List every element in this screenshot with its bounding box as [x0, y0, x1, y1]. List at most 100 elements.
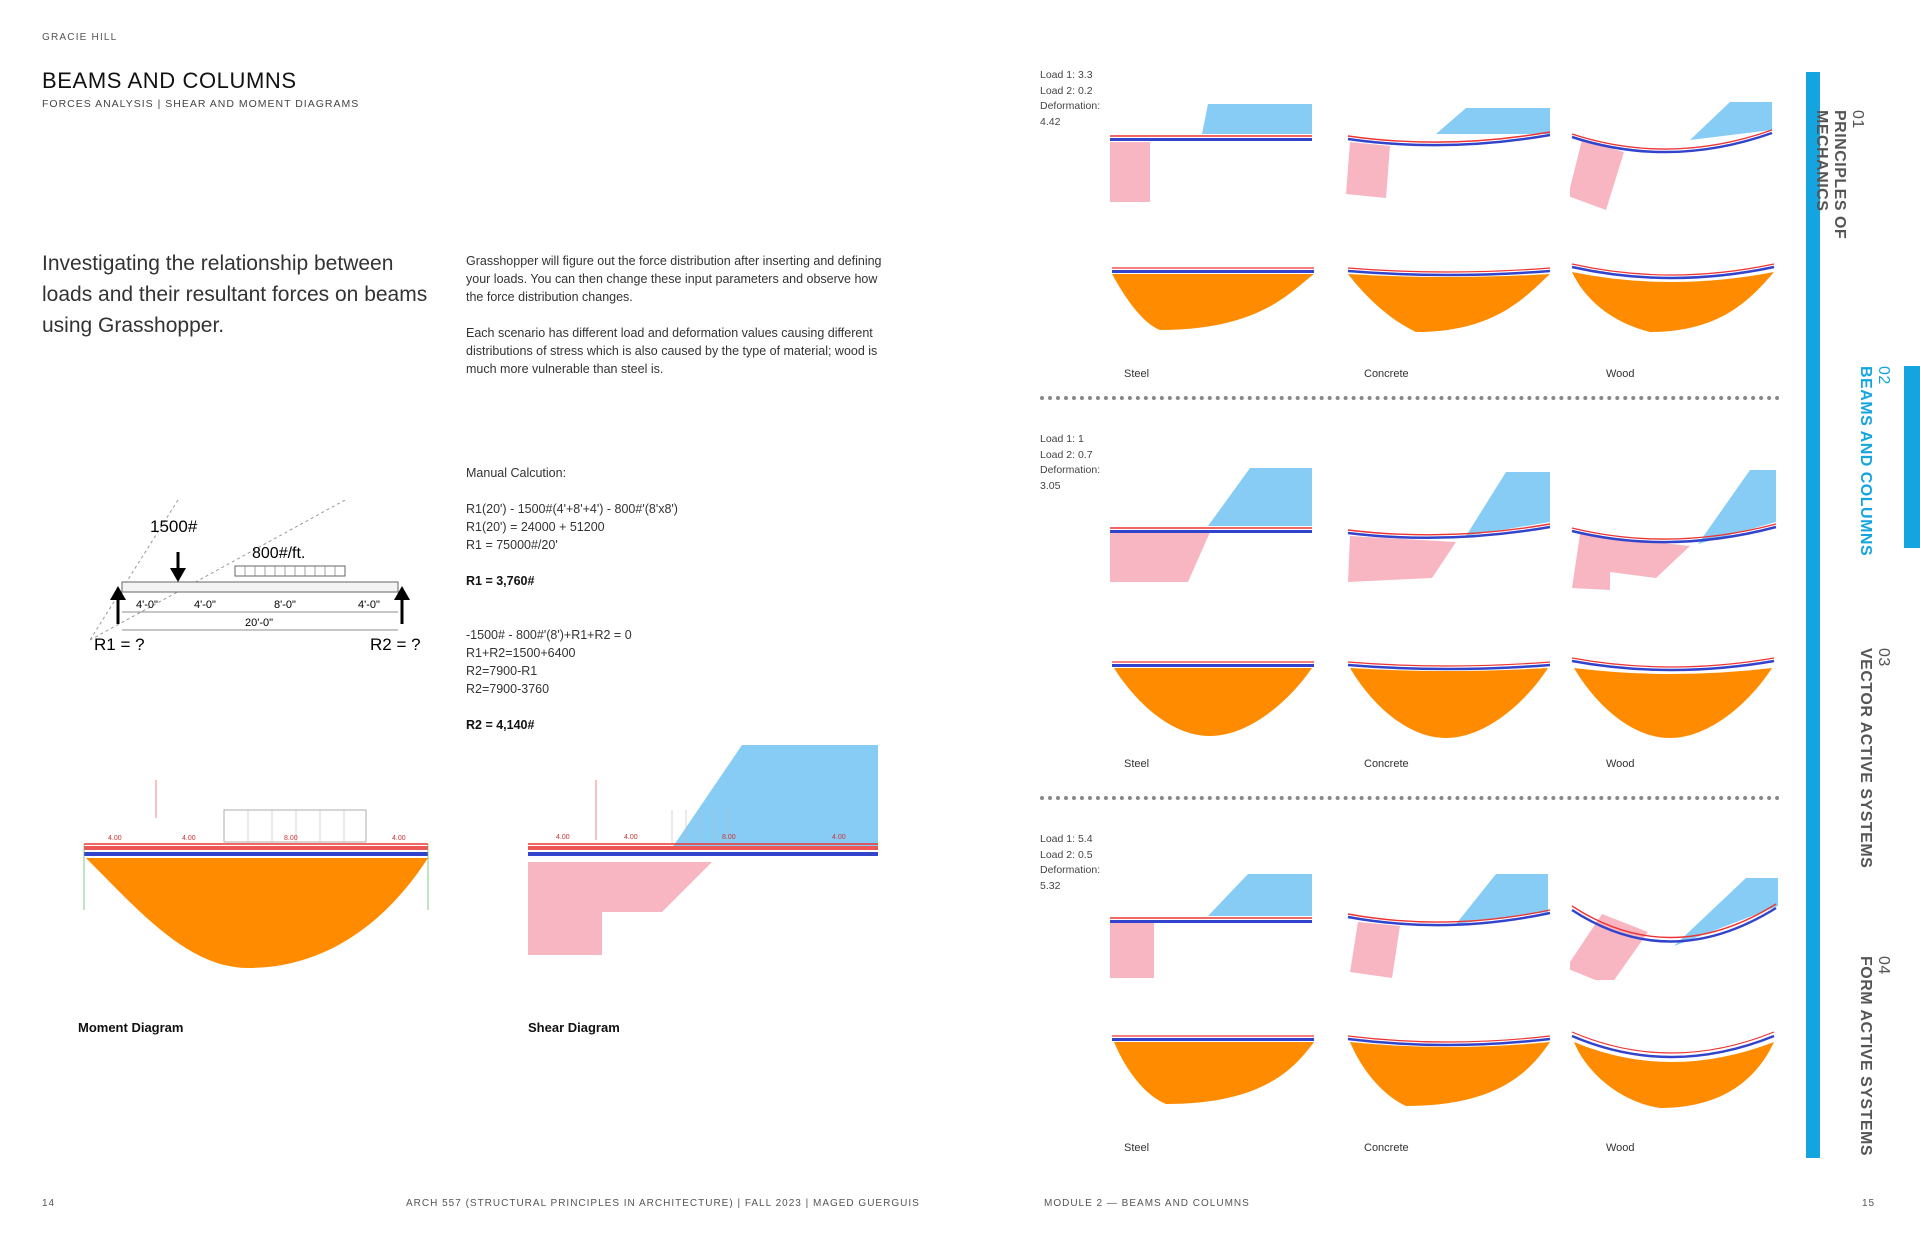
- material-label: Wood: [1606, 1142, 1635, 1154]
- sidebar-item-principles-of-mechanics[interactable]: 01 PRINCIPLES OF MECHANICS: [1813, 110, 1866, 330]
- distributed-load-label: 800#/ft.: [252, 545, 305, 562]
- reaction-r2-label: R2 = ?: [370, 635, 421, 654]
- point-load-label: 1500#: [150, 517, 198, 536]
- calc-line: R2=7900-R1: [466, 664, 538, 678]
- sidebar-item-number: 01: [1849, 110, 1866, 129]
- shear-thumb-steel: [1110, 468, 1312, 582]
- scenario-value: 5.32: [1040, 879, 1061, 892]
- sidebar-item-form-active-systems[interactable]: 04 FORM ACTIVE SYSTEMS: [1852, 956, 1892, 1176]
- section-divider: [1040, 396, 1780, 400]
- sidebar-item-label: VECTOR ACTIVE SYSTEMS: [1857, 648, 1874, 869]
- moment-thumb-wood: [1571, 263, 1775, 332]
- segment-label: 4.00: [832, 834, 846, 841]
- page-subtitle: FORCES ANALYSIS | SHEAR AND MOMENT DIAGR…: [42, 98, 360, 110]
- material-label: Steel: [1124, 1142, 1150, 1154]
- span-label: 4'-0": [136, 599, 158, 611]
- moment-thumb-concrete: [1347, 661, 1551, 738]
- segment-label: 4.00: [556, 834, 570, 841]
- sidebar-item-vector-active-systems[interactable]: 03 VECTOR ACTIVE SYSTEMS: [1852, 648, 1892, 888]
- left-footer-text: ARCH 557 (STRUCTURAL PRINCIPLES IN ARCHI…: [406, 1198, 920, 1209]
- shear-diagram-label: Shear Diagram: [528, 1020, 620, 1035]
- material-label: Steel: [1124, 758, 1150, 770]
- body-paragraph-1: Grasshopper will figure out the force di…: [466, 254, 882, 304]
- moment-thumb-steel: [1112, 267, 1314, 330]
- total-span-label: 20'-0": [245, 617, 273, 629]
- sidebar-active-marker: [1904, 366, 1920, 548]
- segment-label: 8.00: [284, 835, 298, 842]
- scenario-value: 3.05: [1040, 479, 1061, 492]
- beam-load-diagram: 1500# 800#/ft. 4'-0" 4'-0" 8'-0" 4'-0" 2…: [90, 500, 421, 654]
- scenario-value: Load 2: 0.2: [1040, 84, 1093, 97]
- span-label: 4'-0": [194, 599, 216, 611]
- moment-thumb-steel: [1112, 661, 1314, 736]
- scenario-2-info: Load 1: 1 Load 2: 0.7 Deformation: 3.05: [1040, 432, 1100, 494]
- sidebar-item-number: 04: [1875, 956, 1892, 975]
- scenario-value: Deformation:: [1040, 864, 1101, 876]
- calc-line: -1500# - 800#'(8')+R1+R2 = 0: [466, 628, 632, 642]
- calc-line: R1+R2=1500+6400: [466, 646, 576, 660]
- sidebar-item-label: FORM ACTIVE SYSTEMS: [1857, 956, 1874, 1157]
- scenario-value: 4.42: [1040, 115, 1061, 128]
- sidebar-item-number: 03: [1875, 648, 1892, 667]
- section-divider: [1040, 796, 1780, 800]
- moment-thumb-wood: [1571, 657, 1775, 738]
- sidebar-item-label: BEAMS AND COLUMNS: [1857, 366, 1874, 557]
- shear-thumb-concrete: [1346, 108, 1551, 198]
- calc-line: R1(20') - 1500#(4'+8'+4') - 800#'(8'x8'): [466, 502, 678, 516]
- calc-result-r2: R2 = 4,140#: [466, 718, 535, 732]
- calc-heading: Manual Calcution:: [466, 466, 567, 480]
- reaction-r1-label: R1 = ?: [94, 635, 145, 654]
- scenario-value: Deformation:: [1040, 464, 1101, 476]
- scenario-value: Load 1: 1: [1040, 433, 1084, 445]
- sidebar-item-beams-and-columns[interactable]: 02 BEAMS AND COLUMNS: [1852, 366, 1892, 576]
- author-name: GRACIE HILL: [42, 32, 118, 43]
- material-label: Wood: [1606, 368, 1635, 380]
- material-label: Concrete: [1364, 368, 1409, 380]
- shear-thumb-wood: [1570, 878, 1778, 980]
- scenario-value: Load 2: 0.5: [1040, 848, 1093, 861]
- shear-thumb-steel: [1110, 874, 1312, 978]
- scenario-value: Load 1: 3.3: [1040, 69, 1093, 81]
- material-label: Steel: [1124, 368, 1150, 380]
- scenario-value: Load 1: 5.4: [1040, 833, 1093, 845]
- material-label: Concrete: [1364, 1142, 1409, 1154]
- calc-line: R2=7900-3760: [466, 682, 550, 696]
- segment-label: 4.00: [392, 835, 406, 842]
- page-title: BEAMS AND COLUMNS: [42, 68, 297, 93]
- scenario-value: Deformation:: [1040, 100, 1101, 112]
- scenario-1-info: Load 1: 3.3 Load 2: 0.2 Deformation: 4.4…: [1040, 68, 1100, 130]
- sidebar-item-number: 02: [1875, 366, 1892, 385]
- sidebar-item-label: PRINCIPLES OF MECHANICS: [1813, 110, 1848, 240]
- body-paragraph-2: Each scenario has different load and def…: [466, 326, 878, 376]
- manual-calculation: Manual Calcution: R1(20') - 1500#(4'+8'+…: [466, 464, 678, 734]
- calc-line: R1 = 75000#/20': [466, 538, 558, 552]
- material-label: Wood: [1606, 758, 1635, 770]
- shear-thumb-concrete: [1347, 874, 1551, 978]
- moment-thumb-concrete: [1347, 267, 1551, 332]
- segment-label: 4.00: [182, 835, 196, 842]
- shear-thumb-wood: [1571, 470, 1777, 590]
- shear-thumb-concrete: [1347, 472, 1551, 582]
- span-label: 8'-0": [274, 599, 296, 611]
- moment-thumb-concrete: [1347, 1035, 1551, 1106]
- right-footer-text: MODULE 2 — BEAMS AND COLUMNS: [1044, 1198, 1250, 1209]
- scenario-3-info: Load 1: 5.4 Load 2: 0.5 Deformation: 5.3…: [1040, 832, 1100, 894]
- shear-diagram: 4.00 4.00 8.00 4.00: [528, 745, 878, 955]
- material-label: Concrete: [1364, 758, 1409, 770]
- calc-line: R1(20') = 24000 + 51200: [466, 520, 605, 534]
- sidebar-accent-bar: [1806, 72, 1820, 1158]
- calc-result-r1: R1 = 3,760#: [466, 574, 535, 588]
- span-label: 4'-0": [358, 599, 380, 611]
- segment-label: 8.00: [722, 834, 736, 841]
- shear-thumb-steel: [1110, 104, 1312, 202]
- shear-thumb-wood: [1570, 102, 1773, 210]
- segment-label: 4.00: [108, 835, 122, 842]
- moment-diagram-label: Moment Diagram: [78, 1020, 184, 1035]
- moment-thumb-wood: [1571, 1031, 1775, 1108]
- scenario-value: Load 2: 0.7: [1040, 448, 1093, 461]
- intro-text: Investigating the relationship between l…: [42, 252, 428, 337]
- right-page-number: 15: [1862, 1198, 1876, 1209]
- moment-thumb-steel: [1112, 1035, 1314, 1104]
- moment-diagram: 4.00 4.00 8.00 4.00: [83, 780, 429, 968]
- segment-label: 4.00: [624, 834, 638, 841]
